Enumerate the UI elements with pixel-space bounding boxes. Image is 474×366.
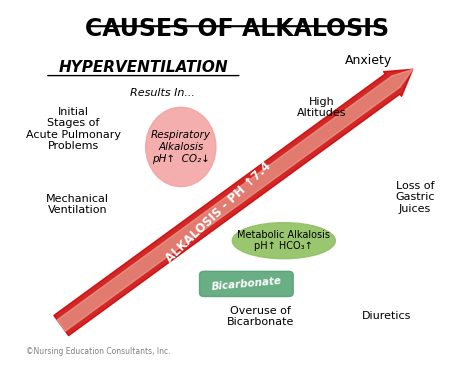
Text: Mechanical
Ventilation: Mechanical Ventilation — [46, 194, 109, 216]
Text: Results In...: Results In... — [129, 88, 194, 98]
Text: ©Nursing Education Consultants, Inc.: ©Nursing Education Consultants, Inc. — [26, 347, 171, 356]
Text: CAUSES OF ALKALOSIS: CAUSES OF ALKALOSIS — [85, 17, 389, 41]
Text: ALKALOSIS - PH ↑7.4: ALKALOSIS - PH ↑7.4 — [163, 159, 273, 265]
Text: Respiratory
Alkalosis
pH↑  CO₂↓: Respiratory Alkalosis pH↑ CO₂↓ — [151, 130, 211, 164]
Text: Overuse of
Bicarbonate: Overuse of Bicarbonate — [227, 306, 294, 327]
FancyBboxPatch shape — [200, 271, 293, 296]
Text: Diuretics: Diuretics — [362, 311, 411, 321]
FancyArrowPatch shape — [57, 69, 413, 331]
Text: Bicarbonate: Bicarbonate — [211, 276, 282, 292]
Text: Anxiety: Anxiety — [345, 54, 392, 67]
FancyArrowPatch shape — [54, 69, 413, 336]
Ellipse shape — [232, 223, 336, 259]
Text: Loss of
Gastric
Juices: Loss of Gastric Juices — [395, 181, 435, 214]
Text: HYPERVENTILATION: HYPERVENTILATION — [58, 60, 228, 75]
Text: Initial
Stages of
Acute Pulmonary
Problems: Initial Stages of Acute Pulmonary Proble… — [26, 107, 120, 151]
Ellipse shape — [146, 107, 216, 187]
Text: Metabolic Alkalosis
pH↑ HCO₃↑: Metabolic Alkalosis pH↑ HCO₃↑ — [237, 230, 330, 251]
Text: High
Altitudes: High Altitudes — [297, 97, 346, 118]
